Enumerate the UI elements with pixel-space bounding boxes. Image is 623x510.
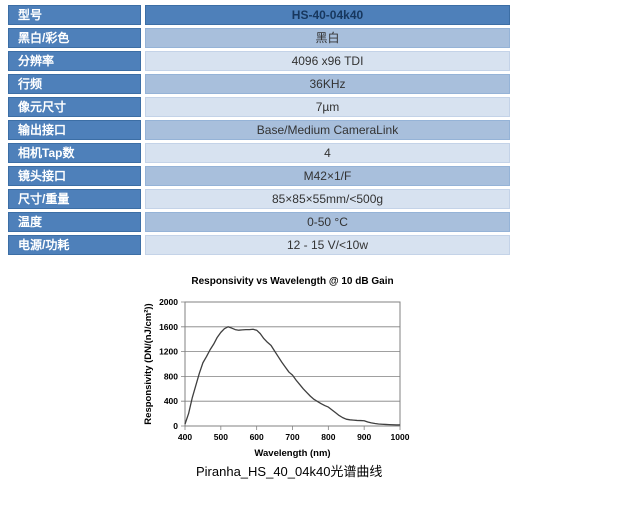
svg-text:Responsivity (DN/(nJ/cm²)): Responsivity (DN/(nJ/cm²))	[143, 303, 154, 424]
spec-label: 温度	[8, 212, 141, 232]
spec-label: 尺寸/重量	[8, 189, 141, 209]
spec-value: 12 - 15 V/<10w	[145, 235, 510, 255]
responsivity-chart-area: 0 400 800 1200 1600 2000 400 500 600 700 800 900 100…	[140, 270, 440, 462]
spec-label: 相机Tap数	[8, 143, 141, 163]
svg-text:Responsivity vs Wavelength @ 1: Responsivity vs Wavelength @ 10 dB Gain	[191, 276, 393, 287]
table-row: 温度 0-50 °C	[8, 212, 510, 232]
svg-text:800: 800	[164, 371, 178, 381]
svg-text:700: 700	[285, 432, 299, 442]
spec-label: 电源/功耗	[8, 235, 141, 255]
svg-text:Wavelength (nm): Wavelength (nm)	[254, 448, 330, 459]
spec-label: 镜头接口	[8, 166, 141, 186]
spec-label: 行频	[8, 74, 141, 94]
spec-label: 型号	[8, 5, 141, 25]
table-row: 镜头接口 M42×1/F	[8, 166, 510, 186]
spec-label: 分辨率	[8, 51, 141, 71]
spec-value: 36KHz	[145, 74, 510, 94]
spec-label: 像元尺寸	[8, 97, 141, 117]
svg-text:0: 0	[173, 421, 178, 431]
table-row: 型号 HS-40-04k40	[8, 5, 510, 25]
spec-label: 输出接口	[8, 120, 141, 140]
table-row: 尺寸/重量 85×85×55mm/<500g	[8, 189, 510, 209]
spec-label: 黑白/彩色	[8, 28, 141, 48]
spec-value: M42×1/F	[145, 166, 510, 186]
spec-value: 黑白	[145, 28, 510, 48]
table-row: 分辨率 4096 x96 TDI	[8, 51, 510, 71]
table-row: 黑白/彩色 黑白	[8, 28, 510, 48]
table-row: 输出接口 Base/Medium CameraLink	[8, 120, 510, 140]
spec-value: Base/Medium CameraLink	[145, 120, 510, 140]
spec-value: 4096 x96 TDI	[145, 51, 510, 71]
spec-value: 0-50 °C	[145, 212, 510, 232]
spec-table: 型号 HS-40-04k40 黑白/彩色 黑白 分辨率 4096 x96 TDI…	[8, 5, 510, 258]
svg-text:800: 800	[321, 432, 335, 442]
spec-value-model: HS-40-04k40	[145, 5, 510, 25]
spec-value: 4	[145, 143, 510, 163]
table-row: 像元尺寸 7µm	[8, 97, 510, 117]
svg-text:1000: 1000	[391, 432, 410, 442]
table-row: 相机Tap数 4	[8, 143, 510, 163]
svg-text:1200: 1200	[159, 347, 178, 357]
svg-text:400: 400	[164, 396, 178, 406]
svg-text:900: 900	[357, 432, 371, 442]
chart-caption: Piranha_HS_40_04k40光谱曲线	[196, 464, 383, 479]
svg-text:2000: 2000	[159, 297, 178, 307]
svg-text:500: 500	[214, 432, 228, 442]
table-row: 行频 36KHz	[8, 74, 510, 94]
svg-text:600: 600	[250, 432, 264, 442]
svg-text:400: 400	[178, 432, 192, 442]
svg-text:1600: 1600	[159, 322, 178, 332]
spec-value: 7µm	[145, 97, 510, 117]
spec-value: 85×85×55mm/<500g	[145, 189, 510, 209]
table-row: 电源/功耗 12 - 15 V/<10w	[8, 235, 510, 255]
